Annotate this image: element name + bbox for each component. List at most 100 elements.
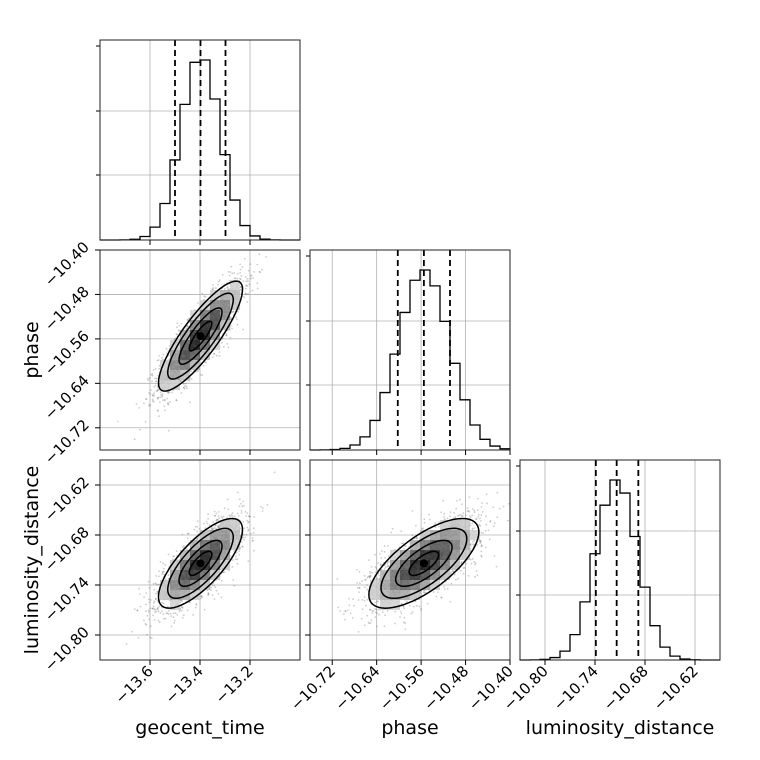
scatter-point bbox=[256, 282, 259, 285]
scatter-point bbox=[243, 538, 245, 541]
scatter-point bbox=[221, 273, 224, 276]
scatter-point bbox=[151, 373, 154, 375]
scatter-point bbox=[207, 513, 210, 516]
scatter-point bbox=[199, 373, 202, 376]
scatter-point bbox=[243, 257, 246, 260]
scatter-point bbox=[207, 592, 210, 595]
scatter-point bbox=[207, 593, 210, 596]
panel-geocent_time-vs-phase bbox=[99, 249, 301, 451]
contour-line bbox=[166, 292, 235, 380]
panel-phase-hist bbox=[306, 249, 511, 451]
scatter-point bbox=[153, 608, 156, 611]
scatter-point bbox=[250, 274, 252, 277]
scatter-point bbox=[471, 522, 474, 525]
scatter-point bbox=[235, 316, 237, 319]
scatter-point bbox=[147, 580, 150, 583]
scatter-point bbox=[151, 398, 154, 401]
scatter-point bbox=[176, 322, 179, 324]
scatter-point bbox=[215, 519, 218, 522]
scatter-point bbox=[216, 519, 219, 521]
scatter-point bbox=[240, 502, 242, 505]
scatter-point bbox=[167, 403, 170, 406]
scatter-point bbox=[236, 562, 239, 565]
scatter-point bbox=[151, 393, 154, 396]
density-block bbox=[190, 340, 200, 350]
scatter-point bbox=[157, 388, 160, 391]
scatter-point bbox=[154, 598, 157, 601]
scatter-point bbox=[210, 527, 213, 529]
scatter-point bbox=[153, 600, 156, 603]
scatter-point bbox=[226, 498, 229, 501]
density-block bbox=[190, 550, 200, 560]
scatter-point bbox=[208, 524, 211, 527]
scatter-point bbox=[214, 287, 217, 290]
scatter-point bbox=[164, 564, 167, 566]
scatter-point bbox=[227, 508, 230, 510]
scatter-point bbox=[159, 391, 162, 394]
density-block bbox=[170, 380, 180, 390]
scatter-point bbox=[229, 336, 232, 339]
scatter-point bbox=[206, 589, 209, 592]
scatter-point bbox=[196, 370, 199, 372]
scatter-point bbox=[229, 555, 232, 558]
scatter-point bbox=[155, 610, 158, 613]
scatter-point bbox=[157, 607, 159, 609]
scatter-point bbox=[163, 405, 166, 408]
scatter-point bbox=[151, 607, 154, 610]
scatter-point bbox=[145, 398, 148, 400]
scatter-point bbox=[204, 296, 207, 298]
scatter-point bbox=[241, 505, 244, 508]
scatter-point bbox=[186, 537, 189, 540]
density-block bbox=[160, 380, 170, 390]
scatter-point bbox=[166, 402, 169, 405]
scatter-point bbox=[221, 337, 224, 340]
scatter-point bbox=[226, 286, 229, 288]
scatter-point bbox=[203, 295, 206, 298]
scatter-point bbox=[173, 619, 176, 622]
scatter-point bbox=[243, 296, 246, 299]
scatter-point bbox=[237, 515, 240, 517]
scatter-point bbox=[234, 277, 237, 280]
scatter-point bbox=[155, 583, 158, 586]
scatter-point bbox=[239, 271, 242, 274]
scatter-point bbox=[247, 560, 250, 562]
density-block bbox=[210, 290, 220, 300]
scatter-point bbox=[250, 274, 253, 277]
scatter-point bbox=[162, 602, 165, 605]
scatter-point bbox=[229, 271, 232, 273]
scatter-point bbox=[479, 542, 482, 544]
scatter-point bbox=[273, 471, 276, 474]
scatter-point bbox=[242, 533, 245, 536]
scatter-point bbox=[148, 611, 150, 613]
scatter-point bbox=[218, 354, 221, 357]
scatter-point bbox=[251, 537, 254, 539]
density-block bbox=[170, 350, 180, 360]
scatter-point bbox=[201, 596, 204, 599]
scatter-point bbox=[149, 599, 152, 601]
scatter-point bbox=[170, 625, 173, 628]
scatter-point bbox=[155, 390, 158, 393]
scatter-point bbox=[145, 592, 148, 594]
density-block bbox=[230, 280, 240, 290]
scatter-point bbox=[156, 592, 159, 595]
scatter-point bbox=[116, 420, 119, 423]
scatter-point bbox=[148, 601, 151, 604]
scatter-point bbox=[156, 389, 159, 392]
scatter-point bbox=[243, 527, 246, 530]
scatter-point bbox=[139, 605, 142, 608]
scatter-point bbox=[228, 274, 231, 277]
density-block bbox=[230, 300, 240, 310]
density-block bbox=[180, 360, 190, 370]
scatter-point bbox=[168, 354, 170, 357]
scatter-point bbox=[172, 616, 175, 619]
scatter-point bbox=[169, 401, 171, 403]
scatter-point bbox=[217, 280, 220, 283]
scatter-point bbox=[231, 327, 233, 330]
scatter-point bbox=[212, 284, 214, 286]
scatter-point bbox=[212, 287, 215, 289]
scatter-point bbox=[244, 536, 247, 539]
scatter-point bbox=[383, 550, 386, 553]
density-block bbox=[180, 340, 190, 350]
scatter-point bbox=[229, 515, 232, 518]
scatter-point bbox=[233, 277, 236, 280]
